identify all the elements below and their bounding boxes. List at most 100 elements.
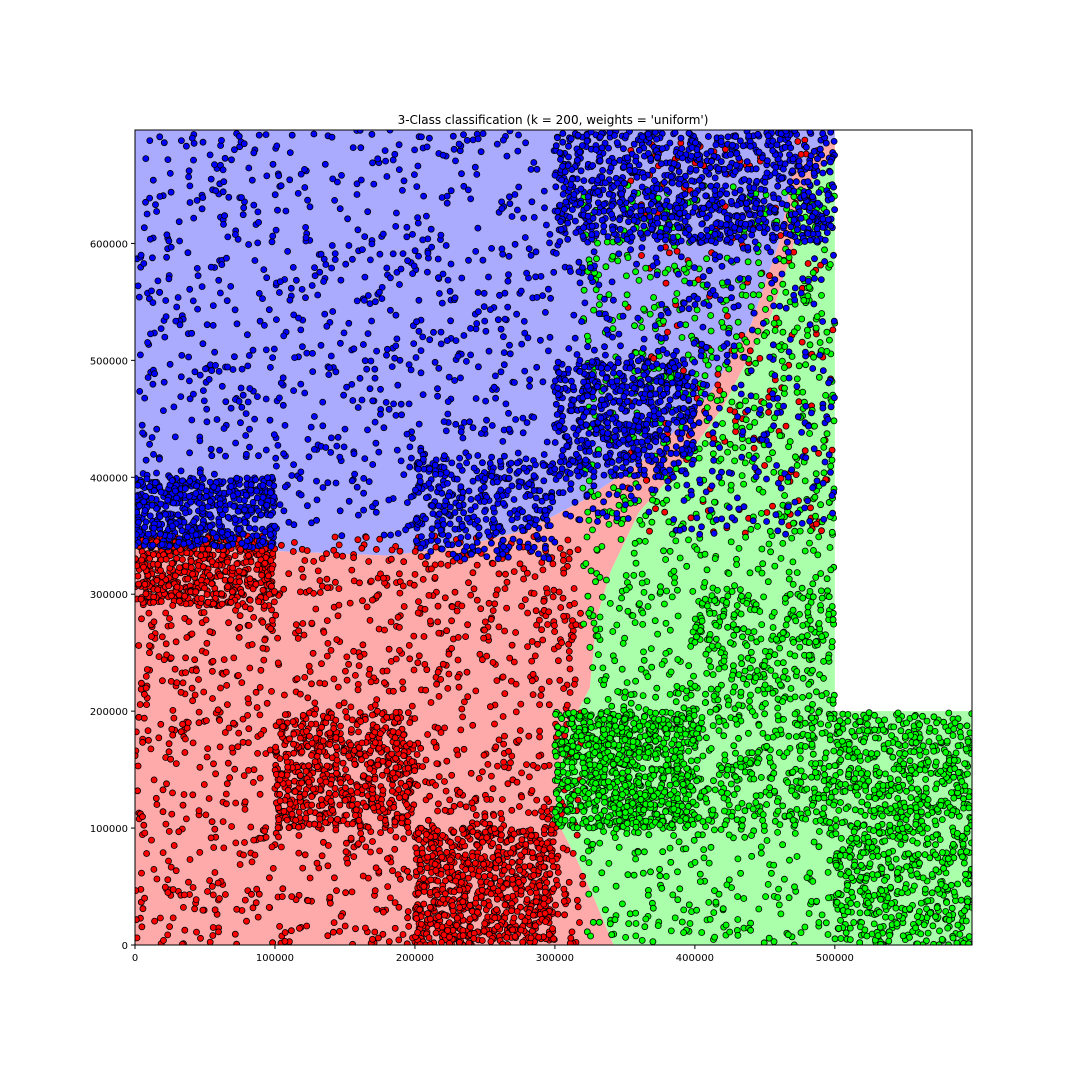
point xyxy=(419,763,427,770)
point xyxy=(404,914,412,922)
point xyxy=(700,854,708,862)
point xyxy=(230,719,237,727)
point xyxy=(421,605,429,613)
point xyxy=(332,743,340,751)
point xyxy=(331,533,339,541)
point xyxy=(167,654,175,662)
point xyxy=(373,707,381,715)
point xyxy=(404,824,412,831)
point xyxy=(161,883,169,891)
point xyxy=(530,872,538,879)
point xyxy=(274,659,282,667)
point xyxy=(169,731,177,739)
point xyxy=(337,912,345,920)
point xyxy=(250,766,258,774)
point xyxy=(711,555,719,562)
point xyxy=(818,527,825,535)
point xyxy=(728,398,736,406)
point xyxy=(280,691,288,699)
point xyxy=(615,501,623,509)
point xyxy=(754,327,762,335)
point xyxy=(742,416,750,424)
point xyxy=(805,910,813,917)
point xyxy=(779,540,787,547)
point xyxy=(263,699,271,707)
point xyxy=(443,863,450,871)
point xyxy=(743,338,750,346)
point xyxy=(300,631,308,639)
point xyxy=(746,347,754,355)
point xyxy=(173,679,181,686)
point xyxy=(342,839,350,847)
point xyxy=(826,856,834,864)
point xyxy=(435,629,443,637)
point xyxy=(649,938,657,945)
point xyxy=(419,576,427,583)
point xyxy=(605,291,613,299)
point xyxy=(529,911,537,919)
point xyxy=(857,807,865,815)
point xyxy=(333,769,340,777)
point xyxy=(204,888,211,895)
point xyxy=(420,883,428,890)
point xyxy=(540,826,548,833)
point xyxy=(820,443,828,451)
point xyxy=(548,852,555,860)
point xyxy=(950,773,957,781)
point xyxy=(417,920,425,928)
point xyxy=(751,419,759,426)
point xyxy=(170,714,178,722)
point xyxy=(690,836,698,844)
point xyxy=(712,705,720,713)
point xyxy=(387,618,395,626)
point xyxy=(373,906,381,913)
point xyxy=(837,799,844,806)
point xyxy=(388,546,396,554)
point xyxy=(545,931,553,938)
point xyxy=(424,731,432,738)
point xyxy=(414,782,422,789)
point xyxy=(448,603,456,611)
point xyxy=(793,375,801,383)
point xyxy=(762,893,769,900)
point xyxy=(641,848,648,856)
point xyxy=(312,734,320,742)
point xyxy=(433,891,441,899)
point xyxy=(311,820,319,828)
point xyxy=(241,798,249,806)
point xyxy=(691,859,699,866)
point xyxy=(168,725,176,733)
point xyxy=(147,745,155,753)
point xyxy=(474,908,481,916)
point xyxy=(497,810,505,817)
point xyxy=(862,749,870,756)
point xyxy=(759,560,767,568)
point xyxy=(233,940,240,945)
point xyxy=(284,763,292,771)
point xyxy=(416,906,424,914)
point xyxy=(702,650,710,658)
point xyxy=(892,855,900,863)
point xyxy=(490,812,498,819)
point xyxy=(599,593,606,601)
point xyxy=(311,710,318,718)
point xyxy=(705,899,713,906)
point xyxy=(492,743,500,751)
point xyxy=(299,711,307,719)
point xyxy=(585,890,593,898)
point xyxy=(632,268,639,276)
point xyxy=(732,422,740,430)
point xyxy=(965,793,972,801)
point xyxy=(301,790,309,798)
point xyxy=(457,726,465,734)
point xyxy=(250,836,258,844)
point xyxy=(523,896,531,903)
point xyxy=(466,902,474,909)
point xyxy=(719,905,727,913)
point xyxy=(380,679,388,687)
point xyxy=(245,552,252,559)
chart-title: 3-Class classification (k = 200, weights… xyxy=(398,113,709,127)
point xyxy=(295,627,303,635)
point xyxy=(555,657,562,665)
point xyxy=(387,827,394,834)
